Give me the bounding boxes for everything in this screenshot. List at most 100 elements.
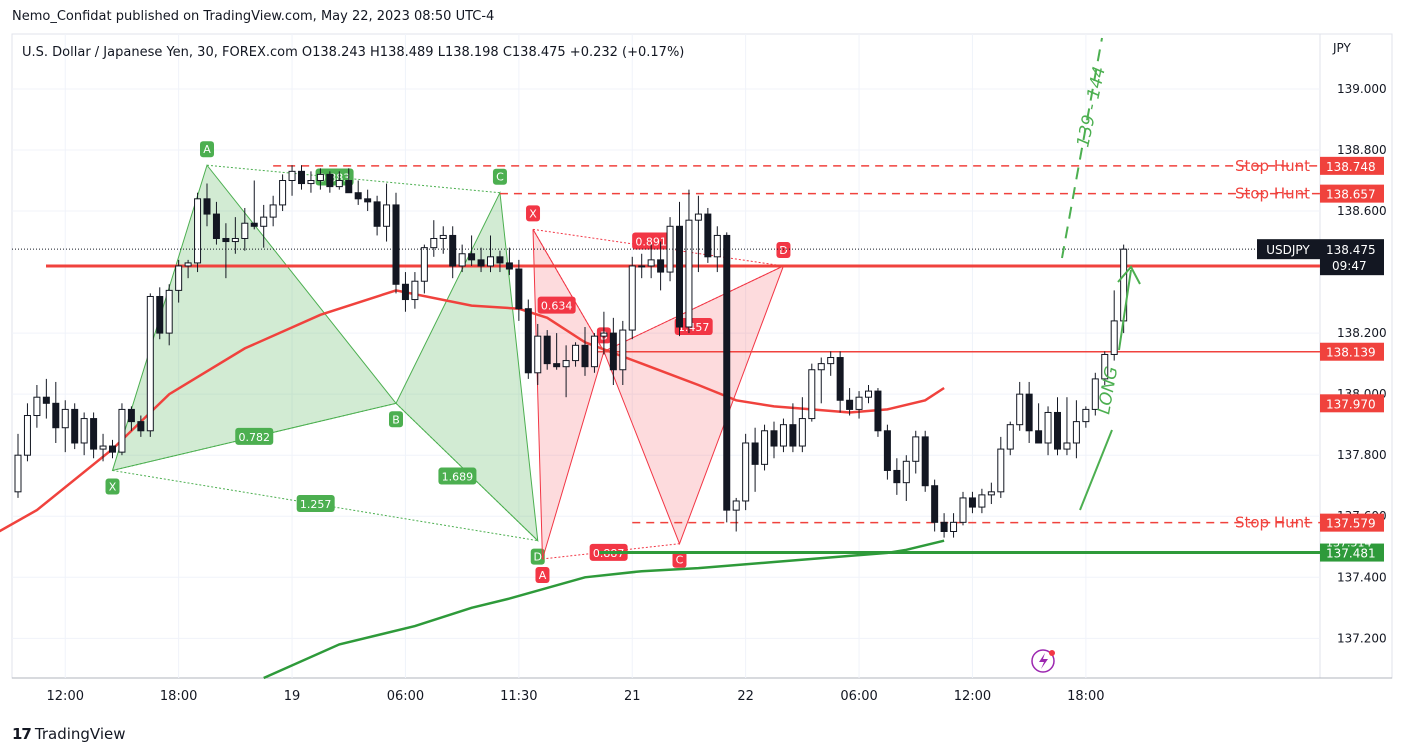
candle-body <box>80 418 88 444</box>
pattern-point-badge <box>492 168 507 185</box>
candle-body <box>118 408 126 453</box>
candle-body <box>33 396 41 417</box>
candle-body <box>52 402 60 429</box>
candle-body <box>307 180 315 185</box>
stop-hunt-low-axis-badge <box>1320 513 1384 532</box>
pattern-point-label: B <box>392 413 400 426</box>
level-138139-axis-badge <box>1320 342 1384 361</box>
candle-body <box>496 256 504 264</box>
pattern-ratio-badge <box>296 495 335 513</box>
candle-body <box>260 216 268 227</box>
pattern-point-label: D <box>779 244 787 257</box>
candle-body <box>383 204 391 227</box>
candle-body <box>1082 408 1090 423</box>
candle-body <box>619 329 627 371</box>
pattern-point-label: X <box>529 207 537 220</box>
candle-body <box>524 308 532 374</box>
pattern-connector <box>395 402 539 542</box>
candle-body <box>458 253 466 267</box>
symbol-tag <box>1257 239 1320 260</box>
candle-body <box>676 225 683 328</box>
pattern-connector <box>603 265 784 352</box>
candle-body <box>902 460 910 484</box>
support-axis-badge <box>1320 543 1384 562</box>
candle-body <box>71 408 79 444</box>
candle-body <box>931 485 939 523</box>
time-tick-label: 21 <box>624 689 641 704</box>
candle-body <box>231 237 239 243</box>
pattern-point-label: C <box>496 171 504 184</box>
candle-body <box>1006 424 1014 450</box>
lightning-glyph-icon <box>1039 653 1048 669</box>
candle-body <box>316 173 324 182</box>
pattern-point-badge <box>389 411 403 428</box>
countdown-label: 09:47 <box>1332 259 1367 273</box>
target-projection-line <box>1061 37 1103 259</box>
moving-average-fast <box>0 289 945 533</box>
candle-body <box>723 234 731 511</box>
candle-body <box>694 213 702 221</box>
pattern-ratio-badge <box>438 467 477 485</box>
pattern-point-badge <box>672 551 687 568</box>
candle-body <box>950 521 958 532</box>
symbol-ohlc-title: U.S. Dollar / Japanese Yen, 30, FOREX.co… <box>22 45 684 60</box>
candle-body <box>146 295 154 432</box>
publish-info: Nemo_Confidat published on TradingView.c… <box>12 9 495 24</box>
candle-body <box>1072 421 1080 444</box>
candle-body <box>364 198 372 203</box>
candle-body <box>401 283 409 301</box>
candle-body <box>241 222 249 239</box>
branding-label: TradingView <box>34 725 126 743</box>
candle-body <box>581 344 589 368</box>
levels: Stop Hunt 138.748 Stop Hunt 138.657 138.139 S… <box>46 156 1384 562</box>
pattern-point-badge <box>200 141 214 158</box>
pattern-ratio-label: 1.689 <box>442 471 474 484</box>
candle-body <box>298 170 305 185</box>
candle-body <box>1110 320 1118 355</box>
candle-body <box>855 396 863 410</box>
candle-body <box>751 442 759 465</box>
ma-axis-label: 137.970 <box>1326 397 1376 411</box>
candle-body <box>779 424 787 447</box>
candle-body <box>997 448 1005 493</box>
long-arrow-upper <box>1118 269 1132 351</box>
candle-body <box>874 390 882 432</box>
candle-body <box>817 363 825 371</box>
candle-body <box>335 180 343 188</box>
pattern-ratio-label: 1.257 <box>300 498 332 511</box>
candle-body <box>250 222 258 227</box>
price-chart[interactable]: 139.000138.800138.600138.200138.000137.8… <box>0 0 1405 720</box>
candle-body <box>572 344 580 362</box>
candle-body <box>553 363 561 368</box>
candle-body <box>165 289 173 334</box>
pattern-point-badge <box>526 205 541 222</box>
candle-body <box>921 436 929 487</box>
stop-hunt-high-1-axis-badge <box>1320 156 1384 175</box>
candle-body <box>439 234 447 239</box>
candle-body <box>449 234 457 267</box>
candle-body <box>468 253 476 261</box>
partial-axis-label: 137.514 <box>1326 536 1372 549</box>
candle-body <box>515 268 523 310</box>
time-tick-label: 12:00 <box>954 689 991 704</box>
candle-body <box>156 295 164 334</box>
pattern-ratio-label: 0.891 <box>635 236 667 249</box>
candle-body <box>42 396 50 404</box>
candle-body <box>14 454 22 493</box>
candle-body <box>770 430 778 447</box>
candle-body <box>194 198 202 264</box>
candle-body <box>628 265 636 331</box>
price-tick-label: 139.000 <box>1337 82 1387 96</box>
grid <box>12 34 1320 678</box>
candle-body <box>940 521 948 532</box>
candle-body <box>279 180 287 206</box>
candle-body <box>61 408 69 429</box>
last-price-badge <box>1320 239 1384 276</box>
pattern-point-badge <box>105 478 120 495</box>
time-tick-label: 18:00 <box>160 689 197 704</box>
price-tick-label: 137.400 <box>1337 570 1387 584</box>
stop-hunt-high-1-axis-label: 138.748 <box>1326 160 1376 174</box>
candle-body <box>657 259 665 273</box>
candle-body <box>789 424 797 447</box>
